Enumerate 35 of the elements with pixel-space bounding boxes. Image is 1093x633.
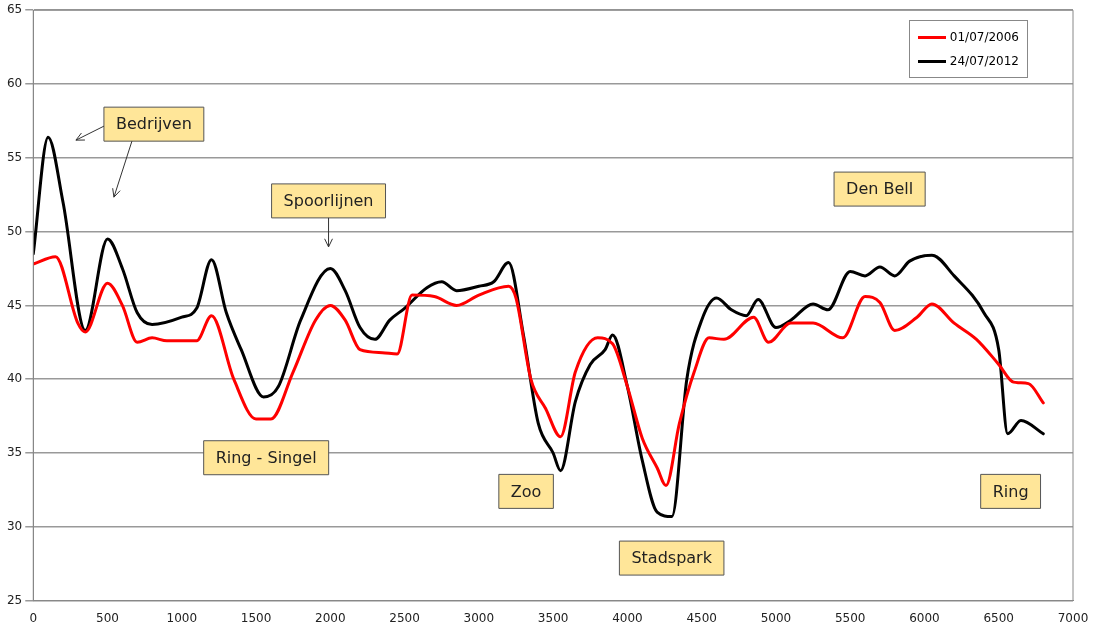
annotation: Spoorlijnen [283, 191, 374, 211]
annotation: Ring - Singel [215, 447, 317, 467]
y-tick-label: 65 [6, 2, 23, 17]
x-tick-label: 500 [96, 610, 119, 625]
line-series [33, 255, 1045, 487]
x-tick-label: 4000 [612, 610, 643, 625]
y-tick-label: 35 [6, 445, 23, 460]
x-tick-label: 2500 [389, 610, 420, 625]
x-tick-label: 6000 [909, 610, 940, 625]
annotation: Stadspark [631, 548, 713, 568]
annotation: Zoo [510, 481, 542, 501]
x-tick-label: 1500 [240, 610, 272, 625]
annotation: Den Bell [846, 179, 914, 199]
x-tick-label: 5000 [760, 610, 792, 625]
x-tick-label: 6500 [983, 610, 1015, 625]
y-tick-label: 50 [6, 223, 23, 238]
x-tick-label: 1000 [166, 610, 198, 625]
x-tick-label: 5500 [834, 610, 866, 625]
legend-label: 01/07/2006 [949, 30, 1019, 45]
line-series [33, 135, 1045, 518]
y-tick-label: 55 [6, 149, 23, 164]
y-tick-label: 25 [6, 592, 23, 607]
legend-label: 24/07/2012 [949, 54, 1019, 69]
x-tick-label: 0 [29, 610, 38, 625]
annotation: Bedrijven [115, 114, 192, 134]
y-tick-label: 45 [6, 297, 23, 312]
x-tick-label: 3500 [537, 610, 569, 625]
x-tick-label: 2000 [315, 610, 346, 625]
annotation: Ring [992, 481, 1029, 501]
x-tick-label: 7000 [1057, 610, 1089, 625]
x-tick-label: 4500 [686, 610, 717, 625]
y-tick-label: 30 [6, 518, 23, 533]
y-tick-label: 40 [6, 371, 23, 386]
y-tick-label: 60 [6, 76, 23, 91]
x-tick-label: 3000 [463, 610, 495, 625]
